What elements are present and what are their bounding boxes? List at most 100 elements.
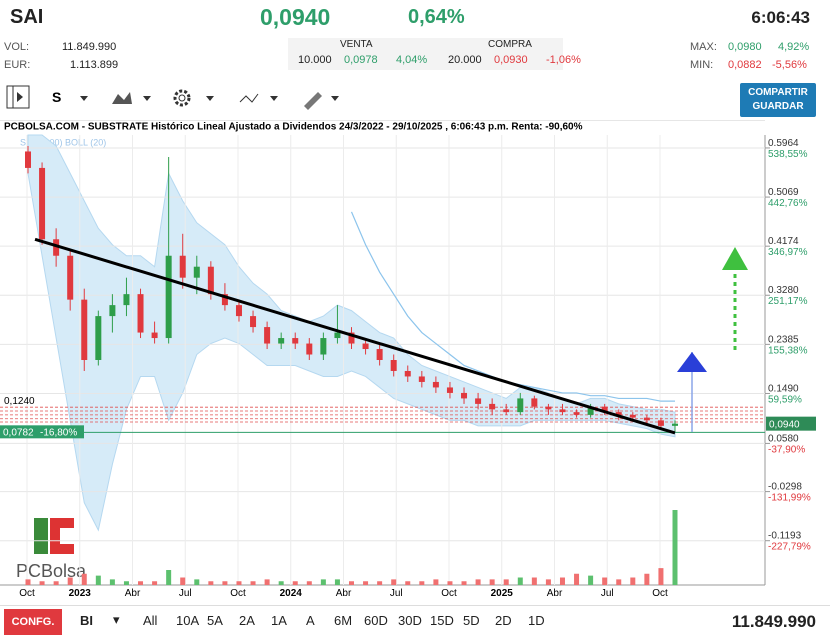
candle-body: [390, 360, 397, 371]
indicator-select[interactable]: BI: [80, 613, 93, 628]
y-tick-label: 0.1490: [768, 383, 799, 394]
volume-bar: [306, 581, 312, 585]
range-button[interactable]: A: [306, 613, 315, 628]
volume-bar: [152, 581, 158, 585]
volume-bar: [180, 577, 186, 585]
candle-body: [39, 167, 46, 240]
candle-body: [53, 239, 60, 256]
orderbook: [288, 38, 563, 70]
volume-bar: [489, 579, 495, 585]
vol: 11.849.990: [62, 41, 117, 53]
time: 6:06:43: [751, 8, 810, 27]
candle-body: [123, 294, 130, 306]
volume-bar: [630, 577, 636, 585]
candle-body: [376, 349, 383, 360]
volume-bar: [447, 581, 453, 585]
settings[interactable]: [173, 89, 191, 107]
candle-body: [587, 406, 594, 415]
candle-body: [320, 338, 327, 355]
range-button[interactable]: 1A: [271, 613, 287, 628]
range-button[interactable]: 5D: [463, 613, 480, 628]
share-button[interactable]: COMPARTIR GUARDAR: [740, 83, 816, 117]
level-pct: -16,80%: [40, 427, 77, 438]
volume-bar: [644, 573, 650, 585]
range-button[interactable]: 6M: [334, 613, 353, 628]
volume-bar: [419, 581, 425, 585]
x-tick-label: 2023: [69, 588, 92, 599]
venta-label: VENTA: [340, 39, 373, 50]
candle-body: [362, 343, 369, 350]
last-price-label: 0,0940: [769, 420, 800, 431]
candle-body: [151, 332, 158, 339]
y-tick-label: 0.0580: [768, 433, 799, 444]
volume-bar: [81, 573, 87, 585]
candle-body: [235, 305, 242, 317]
price: 0,0940: [260, 4, 331, 30]
x-tick-label: Abr: [336, 588, 352, 599]
x-tick-label: Jul: [179, 588, 192, 599]
candle-body: [193, 266, 200, 278]
volume-bar: [250, 581, 256, 585]
venta-qty: 10.000: [298, 54, 332, 66]
candle-body: [517, 398, 524, 413]
draw-tool[interactable]: [304, 92, 322, 110]
candle-body: [531, 398, 538, 407]
volume-bar: [222, 581, 228, 585]
candle-body: [404, 370, 411, 377]
volume-bar: [264, 579, 270, 585]
volume-bar: [475, 579, 481, 585]
volume-bar: [95, 575, 101, 585]
y-tick-label: 0.5069: [768, 187, 799, 198]
range-button[interactable]: 1D: [528, 613, 545, 628]
candle-body: [503, 409, 510, 413]
x-tick-label: 2024: [280, 588, 303, 599]
max: 0,0980: [728, 41, 762, 53]
toolbar[interactable]: S: [0, 82, 360, 114]
volume-bar: [672, 510, 678, 585]
candle-body: [334, 332, 341, 339]
volume-bar: [517, 577, 523, 585]
y-tick-label: 0.5964: [768, 138, 799, 149]
x-tick-label: Oct: [19, 588, 35, 599]
panel-icon[interactable]: [6, 85, 30, 109]
range-button[interactable]: All: [143, 613, 158, 628]
range-button[interactable]: 2A: [239, 613, 255, 628]
volume-bar: [503, 579, 509, 585]
range-button[interactable]: 30D: [398, 613, 422, 628]
volume-bar: [236, 581, 242, 585]
candle-body: [207, 266, 214, 295]
chart-type[interactable]: [112, 92, 132, 104]
watermark: PCBolsa: [16, 561, 87, 581]
green-icon: [722, 247, 748, 270]
share[interactable]: COMPARTIR: [748, 87, 808, 98]
range-button[interactable]: 60D: [364, 613, 388, 628]
candle-body: [629, 414, 636, 418]
candle-body: [250, 316, 257, 328]
change: 0,64%: [408, 6, 465, 28]
volume-bar: [531, 577, 537, 585]
range-button[interactable]: 2D: [495, 613, 512, 628]
save[interactable]: GUARDAR: [752, 101, 804, 112]
config-button[interactable]: CONFG.: [4, 609, 62, 635]
range-button[interactable]: 10A: [176, 613, 200, 628]
volume-bar: [349, 581, 354, 585]
eur-label: EUR:: [4, 59, 31, 71]
candle-body: [165, 255, 172, 339]
dropdown[interactable]: ▾: [113, 612, 120, 627]
volume-bar: [574, 573, 580, 585]
candle-body: [573, 412, 580, 415]
candle-body: [137, 294, 144, 333]
y-tick-pct: -227,79%: [768, 542, 811, 553]
style-select[interactable]: S: [52, 89, 61, 105]
volume-bar: [616, 579, 622, 585]
min-label: MIN:: [690, 59, 714, 71]
candle-body: [25, 151, 31, 168]
volume-bar: [559, 577, 565, 585]
indicators[interactable]: [239, 93, 259, 103]
volume-bar: [320, 579, 326, 585]
range-button[interactable]: 15D: [430, 613, 454, 628]
compra-qty: 20.000: [448, 54, 482, 66]
logo: [34, 518, 74, 554]
range-button[interactable]: 5A: [207, 613, 223, 628]
